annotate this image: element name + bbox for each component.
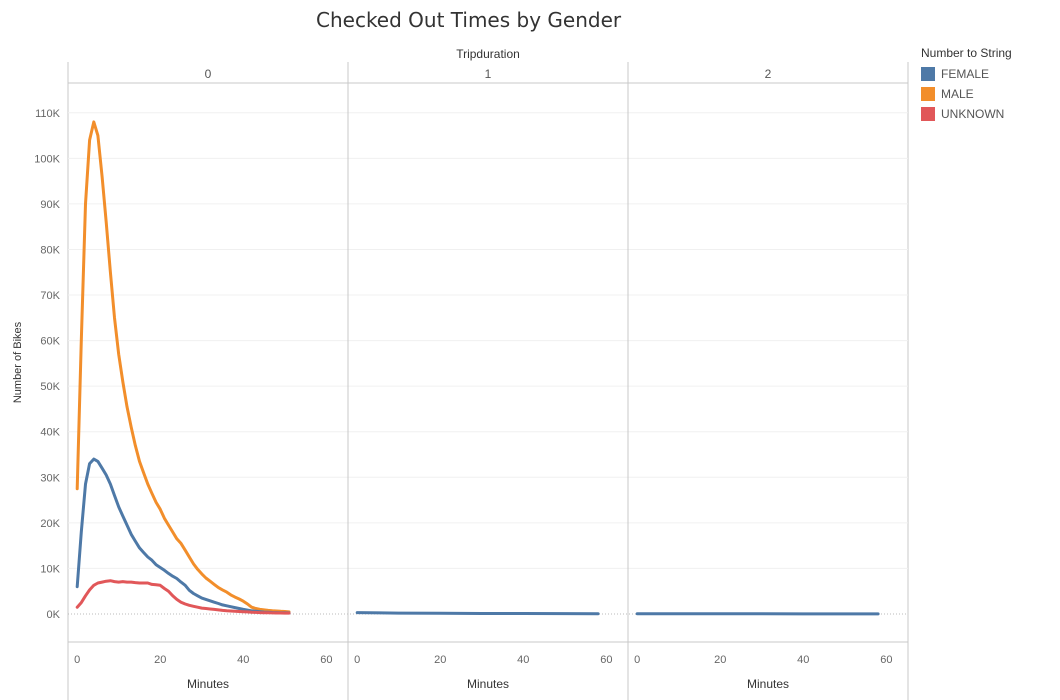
y-tick-label: 20K <box>40 518 60 530</box>
legend-swatch <box>921 107 935 121</box>
legend-label: MALE <box>941 87 974 101</box>
legend-item-unknown[interactable]: UNKNOWN <box>921 104 1056 124</box>
y-tick-label: 50K <box>40 381 60 393</box>
panel-header: 1 <box>485 67 492 81</box>
y-tick-label: 80K <box>40 244 60 256</box>
panel-header: 0 <box>205 67 212 81</box>
x-tick-label: 40 <box>237 654 249 666</box>
y-tick-label: 30K <box>40 472 60 484</box>
legend-swatch <box>921 87 935 101</box>
x-axis-title: Minutes <box>187 677 229 691</box>
panel-header: 2 <box>765 67 772 81</box>
legend-label: UNKNOWN <box>941 107 1005 121</box>
x-tick-label: 20 <box>434 654 446 666</box>
series-line-female-panel-1 <box>355 611 600 616</box>
y-tick-label: 0K <box>47 609 61 621</box>
series-line-male-panel-0 <box>75 120 291 614</box>
legend-swatch <box>921 67 935 81</box>
y-tick-label: 70K <box>40 290 60 302</box>
x-tick-label: 20 <box>714 654 726 666</box>
legend-title: Number to String <box>921 46 1012 60</box>
y-tick-label: 110K <box>35 108 61 120</box>
y-tick-label: 100K <box>34 153 60 165</box>
series-line-unknown-panel-0 <box>75 579 291 615</box>
x-axis-title: Minutes <box>467 677 509 691</box>
x-tick-label: 40 <box>517 654 529 666</box>
y-tick-label: 10K <box>40 563 60 575</box>
x-tick-label: 20 <box>154 654 166 666</box>
x-tick-label: 0 <box>634 654 640 666</box>
chart-title: Checked Out Times by Gender <box>316 8 622 32</box>
y-tick-label: 40K <box>40 427 60 439</box>
x-tick-label: 0 <box>354 654 360 666</box>
column-header: Tripduration <box>456 47 520 61</box>
x-axis-title: Minutes <box>747 677 789 691</box>
y-tick-label: 60K <box>40 336 60 348</box>
x-tick-label: 60 <box>320 654 332 666</box>
y-tick-label: 90K <box>40 199 60 211</box>
legend-label: FEMALE <box>941 67 990 81</box>
x-tick-label: 60 <box>600 654 612 666</box>
x-tick-label: 40 <box>797 654 809 666</box>
legend-item-female[interactable]: FEMALE <box>921 64 1056 84</box>
x-tick-label: 60 <box>880 654 892 666</box>
legend-item-male[interactable]: MALE <box>921 84 1056 104</box>
legend: Number to String FEMALE MALE UNKNOWN <box>921 46 1056 124</box>
y-axis-title: Number of Bikes <box>12 321 24 403</box>
series-line-female-panel-0 <box>75 457 291 615</box>
x-tick-label: 0 <box>74 654 80 666</box>
